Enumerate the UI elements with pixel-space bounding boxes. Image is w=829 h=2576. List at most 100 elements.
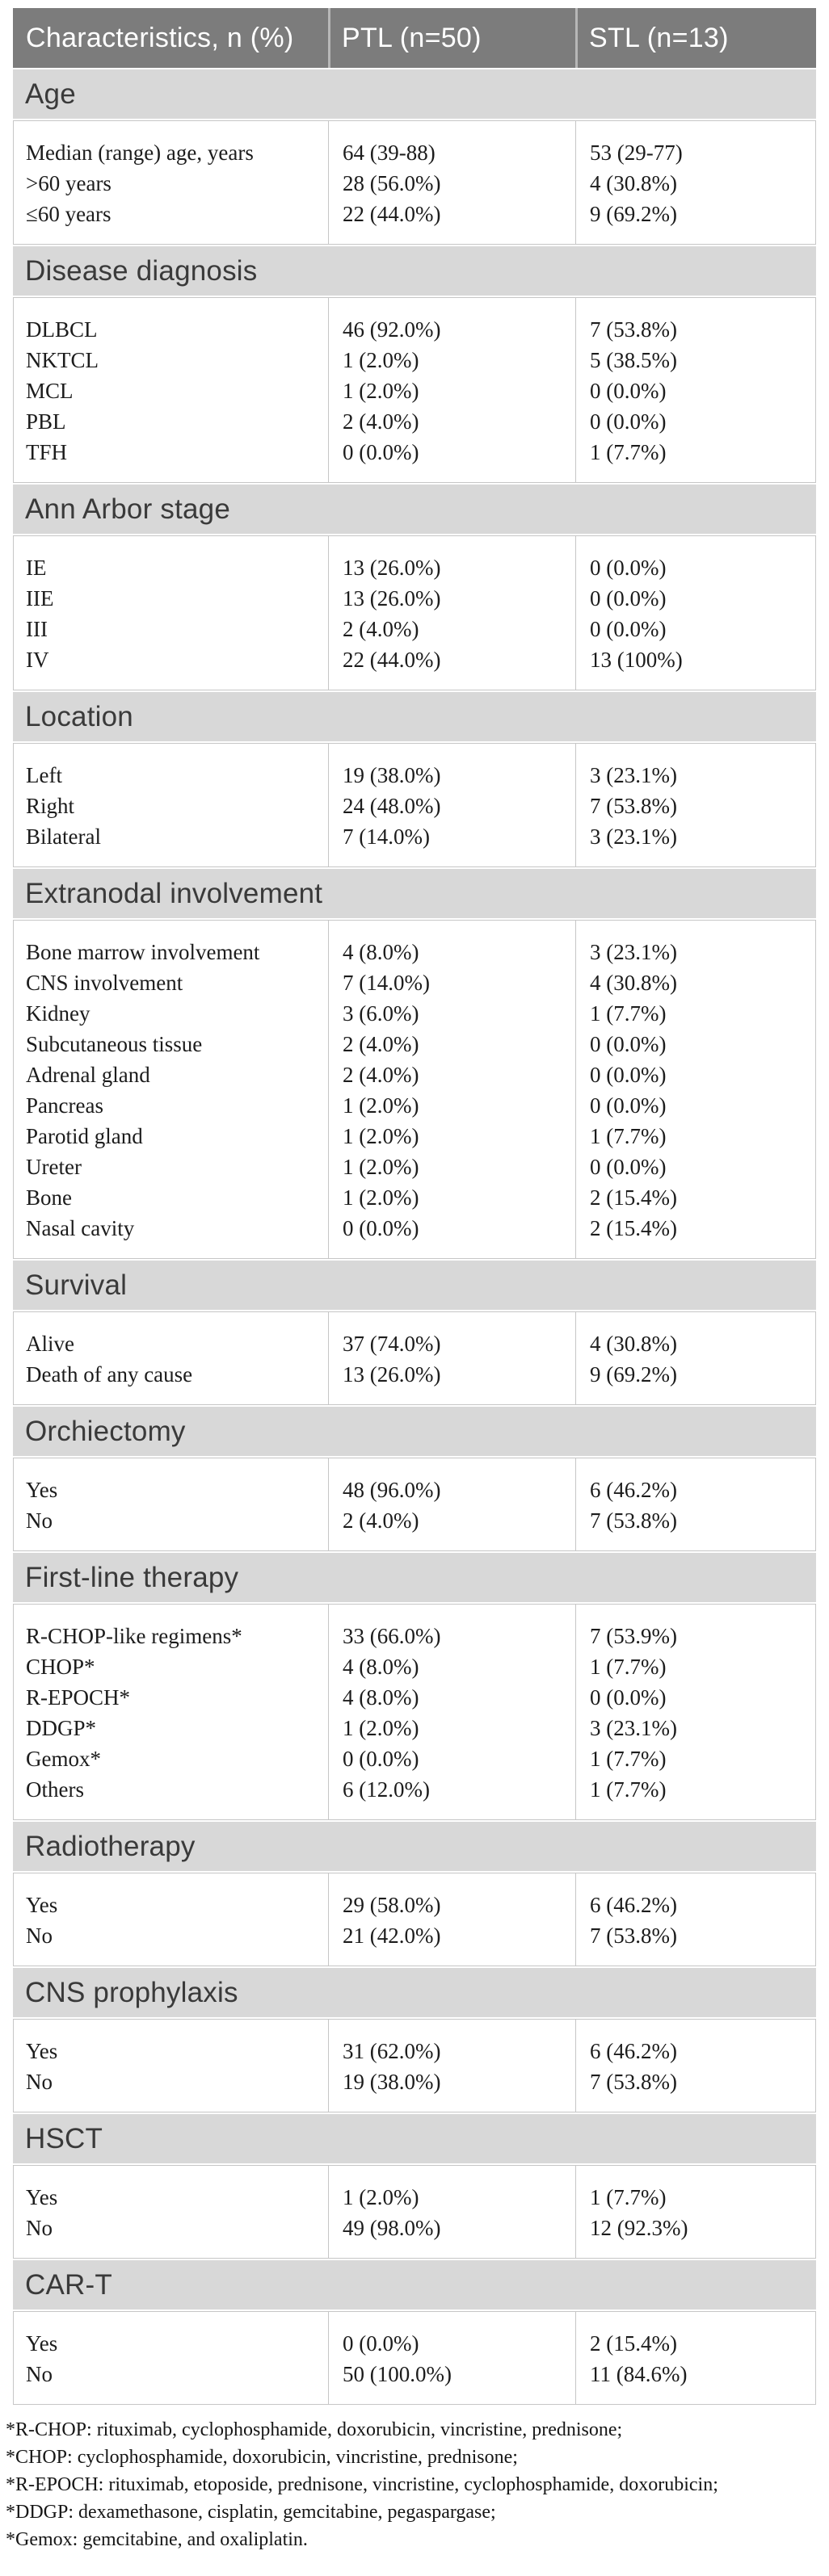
footnote: *CHOP: cyclophosphamide, doxorubicin, vi… xyxy=(6,2447,518,2468)
ptl-column: 13 (26.0%) 13 (26.0%) 2 (4.0%) 22 (44.0%) xyxy=(328,536,575,690)
ptl-column: 33 (66.0%) 4 (8.0%) 4 (8.0%) 1 (2.0%) 0 (0.0… xyxy=(328,1605,575,1819)
stl-value: 0 (0.0%) xyxy=(590,409,667,434)
section-header: Ann Arbor stage xyxy=(13,483,816,535)
section-data-group: Yes No 29 (58.0%) 21 (42.0%) 6 (46.2%) 7 (5… xyxy=(13,1873,816,1966)
stl-value: 4 (30.8%) xyxy=(590,971,677,995)
ptl-value: 24 (48.0%) xyxy=(343,794,441,818)
row-label: Others xyxy=(26,1777,84,1802)
section-header: Radiotherapy xyxy=(13,1820,816,1873)
ptl-value: 22 (44.0%) xyxy=(343,202,441,226)
stl-column: 3 (23.1%) 4 (30.8%) 1 (7.7%) 0 (0.0%) 0 (0.0… xyxy=(575,921,815,1258)
stl-value: 7 (53.8%) xyxy=(590,317,677,342)
stl-value: 5 (38.5%) xyxy=(590,348,677,372)
row-label: CNS involvement xyxy=(26,971,183,995)
section-data-group: DLBCL NKTCL MCL PBL TFH 46 (92.0%) 1 (2.0%) 1 … xyxy=(13,297,816,483)
stl-value: 7 (53.8%) xyxy=(590,794,677,818)
characteristics-column: Yes No xyxy=(14,1873,328,1966)
ptl-column: 48 (96.0%) 2 (4.0%) xyxy=(328,1458,575,1550)
section-data-group: Bone marrow involvement CNS involvement Ki… xyxy=(13,920,816,1259)
footnote: *DDGP: dexamethasone, cisplatin, gemcita… xyxy=(6,2502,496,2523)
row-label: Ureter xyxy=(26,1155,82,1179)
row-label: R-EPOCH* xyxy=(26,1685,131,1710)
section-header: Survival xyxy=(13,1259,816,1311)
ptl-value: 21 (42.0%) xyxy=(343,1924,441,1948)
row-label: Nasal cavity xyxy=(26,1216,135,1240)
header-stl: STL (n=13) xyxy=(575,8,816,68)
ptl-value: 1 (2.0%) xyxy=(343,1155,419,1179)
row-label: R-CHOP-like regimens* xyxy=(26,1624,242,1648)
row-label: Yes xyxy=(26,2185,58,2209)
section-title: Ann Arbor stage xyxy=(25,493,230,525)
ptl-value: 13 (26.0%) xyxy=(343,586,441,610)
stl-column: 7 (53.8%) 5 (38.5%) 0 (0.0%) 0 (0.0%) 1 (7.7… xyxy=(575,298,815,482)
section-title: Radiotherapy xyxy=(25,1830,196,1862)
ptl-value: 2 (4.0%) xyxy=(343,409,419,434)
ptl-value: 2 (4.0%) xyxy=(343,1063,419,1087)
stl-value: 3 (23.1%) xyxy=(590,763,677,787)
stl-column: 3 (23.1%) 7 (53.8%) 3 (23.1%) xyxy=(575,744,815,866)
section-title: Disease diagnosis xyxy=(25,254,258,287)
ptl-column: 31 (62.0%) 19 (38.0%) xyxy=(328,2020,575,2112)
stl-value: 7 (53.8%) xyxy=(590,2070,677,2094)
stl-value: 0 (0.0%) xyxy=(590,1685,667,1710)
stl-column: 2 (15.4%) 11 (84.6%) xyxy=(575,2312,815,2404)
stl-value: 3 (23.1%) xyxy=(590,940,677,964)
ptl-value: 1 (2.0%) xyxy=(343,1124,419,1148)
characteristics-column: Yes No xyxy=(14,2166,328,2258)
stl-value: 0 (0.0%) xyxy=(590,379,667,403)
row-label: Gemox* xyxy=(26,1747,101,1771)
row-label: IV xyxy=(26,648,49,672)
row-label: Median (range) age, years xyxy=(26,141,254,165)
ptl-value: 1 (2.0%) xyxy=(343,1093,419,1118)
row-label: MCL xyxy=(26,379,74,403)
stl-value: 0 (0.0%) xyxy=(590,586,667,610)
section-header: Orchiectomy xyxy=(13,1405,816,1458)
row-label: Yes xyxy=(26,2331,58,2356)
stl-column: 53 (29-77) 4 (30.8%) 9 (69.2%) xyxy=(575,121,815,244)
characteristics-column: IE IIE III IV xyxy=(14,536,328,690)
ptl-column: 0 (0.0%) 50 (100.0%) xyxy=(328,2312,575,2404)
ptl-column: 4 (8.0%) 7 (14.0%) 3 (6.0%) 2 (4.0%) 2 (4.0%… xyxy=(328,921,575,1258)
ptl-value: 19 (38.0%) xyxy=(343,763,441,787)
ptl-value: 31 (62.0%) xyxy=(343,2039,441,2063)
row-label: Death of any cause xyxy=(26,1362,193,1387)
ptl-value: 2 (4.0%) xyxy=(343,1032,419,1056)
ptl-value: 64 (39-88) xyxy=(343,141,436,165)
row-label: DLBCL xyxy=(26,317,98,342)
stl-value: 9 (69.2%) xyxy=(590,1362,677,1387)
stl-value: 0 (0.0%) xyxy=(590,1155,667,1179)
section-data-group: Alive Death of any cause 37 (74.0%) 13 (26… xyxy=(13,1311,816,1405)
stl-column: 7 (53.9%) 1 (7.7%) 0 (0.0%) 3 (23.1%) 1 (7.7… xyxy=(575,1605,815,1819)
ptl-value: 0 (0.0%) xyxy=(343,1216,419,1240)
ptl-value: 1 (2.0%) xyxy=(343,1716,419,1740)
stl-value: 3 (23.1%) xyxy=(590,824,677,849)
characteristics-column: Alive Death of any cause xyxy=(14,1312,328,1404)
row-label: Kidney xyxy=(26,1001,90,1026)
section-data-group: Left Right Bilateral 19 (38.0%) 24 (48.0%) 7… xyxy=(13,743,816,867)
ptl-value: 7 (14.0%) xyxy=(343,824,430,849)
stl-value: 6 (46.2%) xyxy=(590,1478,677,1502)
section-title: Orchiectomy xyxy=(25,1415,186,1447)
row-label: NKTCL xyxy=(26,348,99,372)
ptl-value: 22 (44.0%) xyxy=(343,648,441,672)
ptl-column: 1 (2.0%) 49 (98.0%) xyxy=(328,2166,575,2258)
row-label: Alive xyxy=(26,1332,74,1356)
table-body: Age Median (range) age, years >60 years ≤6… xyxy=(13,68,816,2405)
ptl-value: 4 (8.0%) xyxy=(343,1655,419,1679)
ptl-value: 49 (98.0%) xyxy=(343,2216,441,2240)
footnote: *Gemox: gemcitabine, and oxaliplatin. xyxy=(6,2529,308,2550)
ptl-value: 48 (96.0%) xyxy=(343,1478,441,1502)
stl-value: 1 (7.7%) xyxy=(590,1777,667,1802)
row-label: No xyxy=(26,1924,53,1948)
stl-value: 0 (0.0%) xyxy=(590,556,667,580)
section-title: Age xyxy=(25,78,76,110)
ptl-column: 29 (58.0%) 21 (42.0%) xyxy=(328,1873,575,1966)
section-header: First-line therapy xyxy=(13,1551,816,1604)
stl-value: 0 (0.0%) xyxy=(590,1063,667,1087)
footnote: *R-EPOCH: rituximab, etoposide, predniso… xyxy=(6,2474,718,2495)
stl-value: 2 (15.4%) xyxy=(590,1185,677,1210)
stl-value: 13 (100%) xyxy=(590,648,683,672)
stl-value: 0 (0.0%) xyxy=(590,617,667,641)
ptl-value: 0 (0.0%) xyxy=(343,440,419,464)
